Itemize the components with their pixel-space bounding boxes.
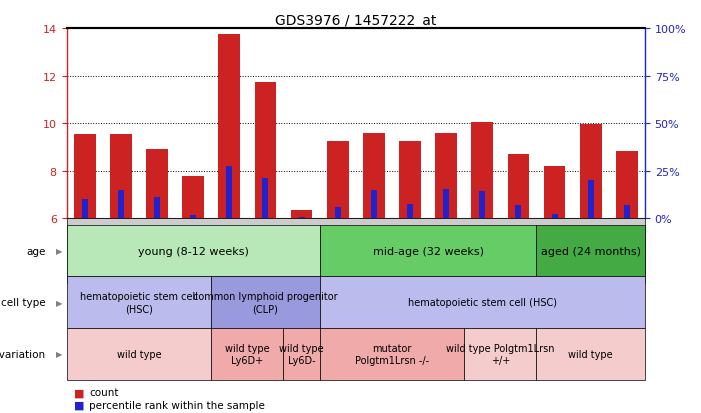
Text: wild type
Ly6D-: wild type Ly6D- <box>279 343 324 365</box>
Text: ▶: ▶ <box>56 298 63 307</box>
Bar <box>407 205 413 219</box>
Text: wild type: wild type <box>116 349 161 359</box>
Bar <box>443 189 449 219</box>
Text: hematopoietic stem cell (HSC): hematopoietic stem cell (HSC) <box>408 297 557 308</box>
Bar <box>544 166 566 219</box>
Text: ■: ■ <box>74 387 84 397</box>
Bar <box>624 206 630 219</box>
Text: ▶: ▶ <box>56 350 63 358</box>
Text: mutator
Polgtm1Lrsn -/-: mutator Polgtm1Lrsn -/- <box>355 343 429 365</box>
Bar <box>219 35 240 219</box>
Text: hematopoietic stem cell
(HSC): hematopoietic stem cell (HSC) <box>80 292 198 313</box>
Bar <box>327 142 348 219</box>
Bar <box>471 123 493 219</box>
Bar <box>399 142 421 219</box>
Text: aged (24 months): aged (24 months) <box>540 246 641 256</box>
Bar <box>334 207 341 219</box>
Title: GDS3976 / 1457222_at: GDS3976 / 1457222_at <box>275 14 437 28</box>
Bar <box>226 166 232 219</box>
Bar <box>587 181 594 219</box>
Bar <box>515 206 522 219</box>
Bar <box>262 178 268 219</box>
Bar <box>146 150 168 219</box>
Bar <box>110 135 132 219</box>
Bar <box>371 190 377 219</box>
Bar <box>299 218 304 219</box>
Bar <box>479 192 485 219</box>
Bar <box>616 151 638 219</box>
Text: common lymphoid progenitor
(CLP): common lymphoid progenitor (CLP) <box>193 292 338 313</box>
Text: count: count <box>89 387 118 397</box>
Bar <box>254 82 276 219</box>
Bar <box>74 135 95 219</box>
Bar <box>552 214 557 219</box>
Bar <box>154 197 160 219</box>
Text: wild type
Ly6D+: wild type Ly6D+ <box>225 343 270 365</box>
Text: percentile rank within the sample: percentile rank within the sample <box>89 400 265 410</box>
Bar <box>363 133 385 219</box>
Bar <box>182 176 204 219</box>
Text: genotype/variation: genotype/variation <box>0 349 46 359</box>
Bar <box>81 200 88 219</box>
Text: young (8-12 weeks): young (8-12 weeks) <box>137 246 249 256</box>
Bar <box>291 211 313 219</box>
Text: ■: ■ <box>74 400 84 410</box>
Text: wild type: wild type <box>569 349 613 359</box>
Text: wild type Polgtm1Lrsn
+/+: wild type Polgtm1Lrsn +/+ <box>446 343 554 365</box>
Bar <box>118 190 124 219</box>
Text: mid-age (32 weeks): mid-age (32 weeks) <box>372 246 484 256</box>
Text: ▶: ▶ <box>56 247 63 255</box>
Text: cell type: cell type <box>1 297 46 308</box>
Bar <box>190 215 196 219</box>
Text: age: age <box>26 246 46 256</box>
Bar <box>508 155 529 219</box>
Bar <box>580 125 601 219</box>
Bar <box>435 133 457 219</box>
